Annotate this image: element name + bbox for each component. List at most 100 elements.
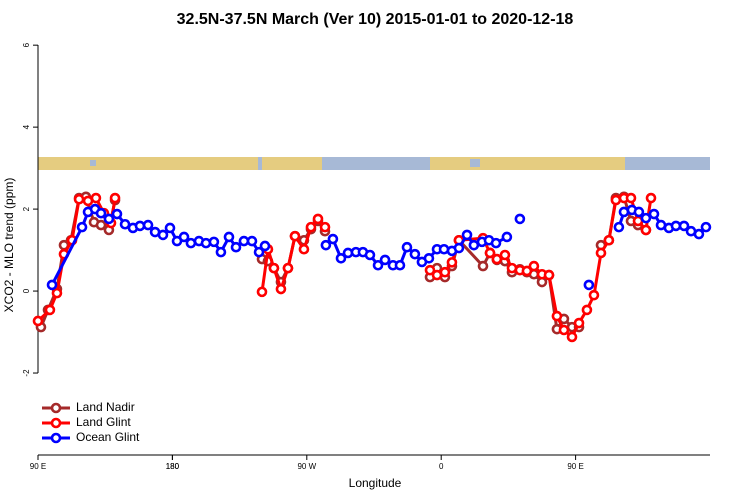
point <box>501 231 513 243</box>
point <box>581 304 593 316</box>
point <box>439 266 451 278</box>
legend-marker <box>50 402 62 414</box>
point <box>32 315 44 327</box>
point <box>44 304 56 316</box>
point <box>178 231 190 243</box>
point <box>700 221 712 233</box>
point <box>119 218 131 230</box>
point <box>109 192 121 204</box>
legend-label: Land Glint <box>76 415 131 429</box>
point <box>379 254 391 266</box>
point <box>453 242 465 254</box>
point <box>551 310 563 322</box>
point <box>633 206 645 218</box>
point <box>394 259 406 271</box>
x-tick-label: 90 W <box>297 462 316 471</box>
point <box>573 317 585 329</box>
point <box>111 208 123 220</box>
point <box>282 262 294 274</box>
point <box>305 221 317 233</box>
point <box>312 213 324 225</box>
map-strip <box>38 157 710 170</box>
point <box>625 192 637 204</box>
point <box>95 207 107 219</box>
point <box>558 324 570 336</box>
point <box>409 248 421 260</box>
legend-label: Ocean Glint <box>76 430 140 444</box>
point <box>610 194 622 206</box>
point <box>640 212 652 224</box>
point <box>613 221 625 233</box>
point <box>215 246 227 258</box>
x-tick-label: 90 E <box>567 462 583 471</box>
x-tick-label: 90 E <box>30 462 46 471</box>
point <box>208 236 220 248</box>
point <box>583 279 595 291</box>
y-tick-label: -2 <box>22 369 31 377</box>
point <box>645 192 657 204</box>
point <box>446 257 458 268</box>
y-tick-label: 0 <box>22 288 31 293</box>
y-axis-label: XCO2 - MLO trend (ppm) <box>2 178 16 313</box>
point <box>103 213 115 225</box>
point <box>648 208 660 220</box>
point <box>640 224 652 236</box>
point <box>95 219 107 231</box>
point <box>51 287 63 299</box>
point <box>401 241 413 253</box>
point <box>256 286 268 298</box>
point <box>603 234 615 246</box>
point <box>275 283 287 295</box>
point <box>259 240 271 252</box>
point <box>90 192 102 204</box>
point <box>424 264 436 276</box>
point <box>484 247 496 259</box>
point <box>521 265 533 277</box>
y-tick-label: 6 <box>22 42 31 47</box>
point <box>566 331 578 343</box>
point <box>528 260 540 272</box>
legend-marker <box>50 417 62 429</box>
point <box>423 252 435 264</box>
y-tick-label: 2 <box>22 206 31 211</box>
point <box>134 220 146 232</box>
point <box>678 220 690 232</box>
point <box>73 193 85 205</box>
y-tick-label: 4 <box>22 124 31 129</box>
point <box>693 228 705 240</box>
x-axis-label: Longitude <box>349 476 402 490</box>
point <box>319 221 331 233</box>
point <box>595 247 607 259</box>
point <box>499 249 511 261</box>
legend-marker <box>50 432 62 444</box>
point <box>588 289 600 301</box>
point <box>76 221 88 233</box>
series <box>32 192 657 343</box>
point <box>327 233 339 245</box>
point <box>320 239 332 251</box>
point <box>461 229 473 241</box>
point <box>164 222 176 234</box>
point <box>268 262 280 274</box>
point <box>477 260 489 272</box>
point <box>491 253 503 265</box>
point <box>364 249 376 261</box>
x-tick-label: 0 <box>439 462 444 471</box>
point <box>335 252 347 264</box>
x-tick-label: 180 <box>166 462 180 471</box>
point <box>289 230 301 242</box>
point <box>142 219 154 231</box>
point <box>298 243 310 255</box>
point <box>253 246 265 258</box>
x-tick-label: 180 <box>166 462 180 471</box>
legend-label: Land Nadir <box>76 400 135 414</box>
point <box>372 259 384 271</box>
point <box>543 269 555 281</box>
point <box>157 229 169 241</box>
point <box>46 279 58 291</box>
point <box>490 237 502 249</box>
point <box>185 237 197 249</box>
chart-title: 32.5N-37.5N March (Ver 10) 2015-01-01 to… <box>177 11 574 28</box>
